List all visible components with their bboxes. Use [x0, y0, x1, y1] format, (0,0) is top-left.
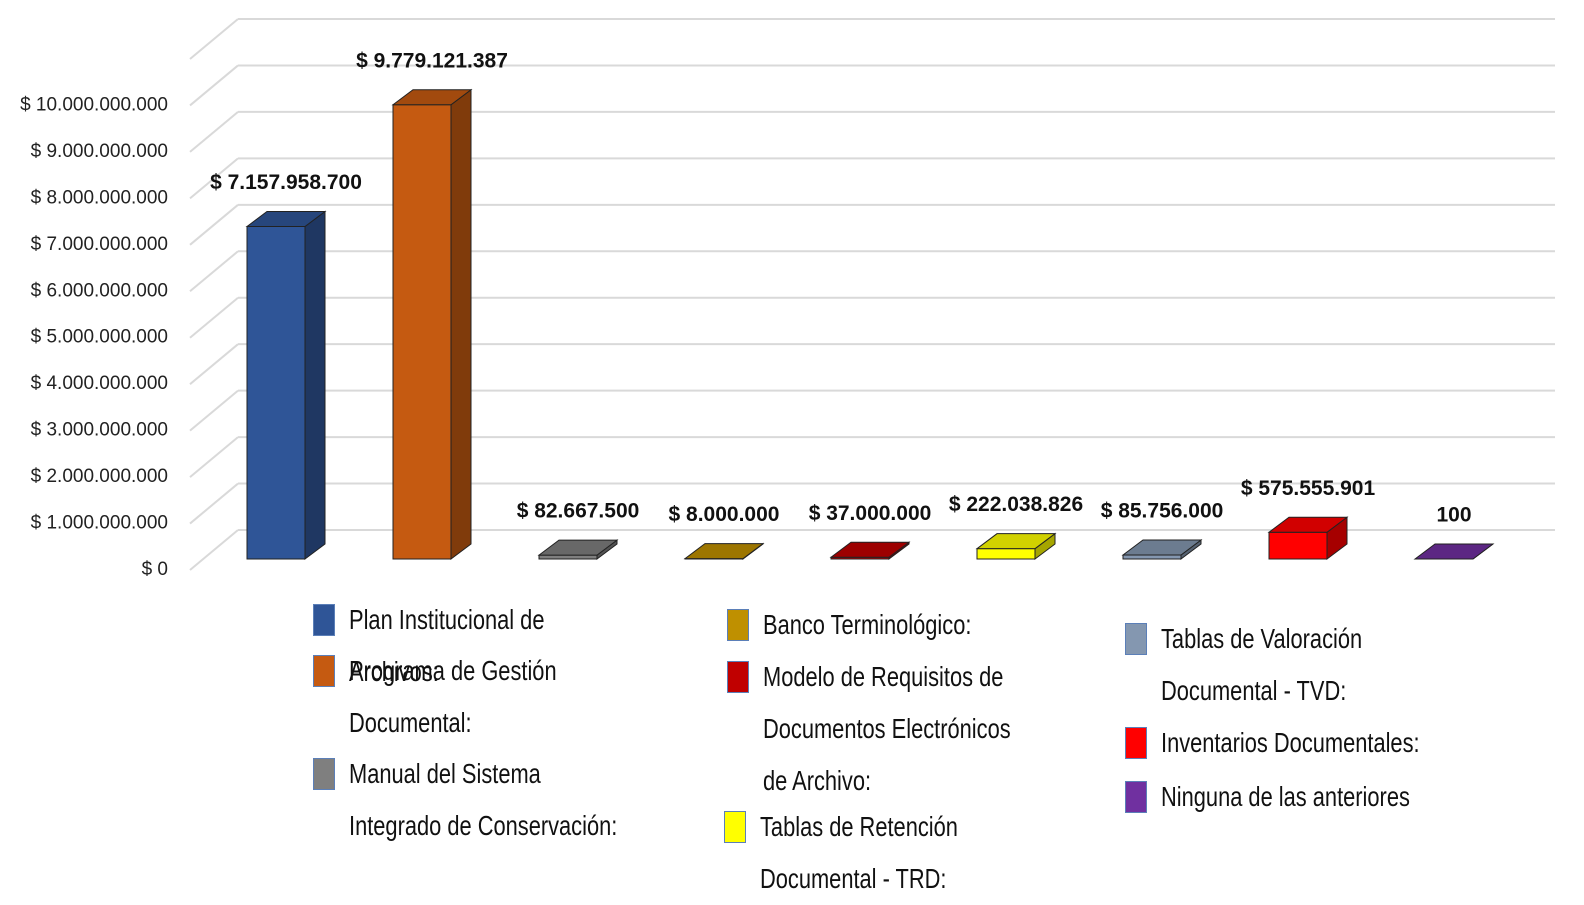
legend-item: Ninguna de las anteriores: [1125, 797, 1147, 813]
legend-swatch: [727, 661, 749, 693]
value-label: $ 37.000.000: [809, 502, 932, 525]
y-tick-label: $ 2.000.000.000: [31, 466, 168, 487]
grid-line: [190, 112, 238, 152]
grid-line: [190, 530, 238, 570]
legend-swatch: [1125, 781, 1147, 813]
bar-side: [305, 211, 325, 559]
grid-line: [190, 205, 238, 245]
bar-side: [451, 90, 471, 559]
grid-line: [190, 65, 238, 105]
y-tick-label: $ 0: [142, 559, 168, 580]
y-tick-label: $ 10.000.000.000: [20, 94, 168, 115]
grid-line: [190, 484, 238, 524]
y-tick-label: $ 7.000.000.000: [31, 234, 168, 255]
legend-label: Modelo de Requisitos de Documentos Elect…: [763, 651, 1023, 807]
value-label: $ 222.038.826: [949, 493, 1083, 516]
legend-label: Tablas de Retención Documental - TRD:: [760, 801, 1020, 905]
grid-line: [190, 437, 238, 477]
bar: [247, 226, 305, 559]
value-label: 100: [1436, 504, 1471, 527]
value-label: $ 82.667.500: [517, 500, 640, 523]
value-label: $ 9.779.121.387: [356, 49, 508, 72]
legend-label: Tablas de Valoración Documental - TVD:: [1161, 613, 1411, 717]
bar: [539, 555, 597, 559]
y-tick-label: $ 6.000.000.000: [31, 280, 168, 301]
legend-swatch: [1125, 623, 1147, 655]
value-label: $ 8.000.000: [669, 503, 780, 526]
legend-swatch: [313, 655, 335, 687]
legend-swatch: [1125, 727, 1147, 759]
legend-swatch: [313, 758, 335, 790]
legend-item: Tablas de Retención Documental - TRD:: [724, 827, 746, 843]
legend-label: Ninguna de las anteriores: [1161, 771, 1481, 823]
bar: [393, 105, 451, 559]
grid-line: [190, 19, 238, 59]
bar-top: [1415, 544, 1493, 559]
y-tick-label: $ 5.000.000.000: [31, 327, 168, 348]
legend-item: Plan Institucional de Archivos:: [313, 620, 335, 636]
legend-swatch: [313, 604, 335, 636]
legend-label: Programa de Gestión Documental:: [349, 645, 619, 749]
y-tick-label: $ 8.000.000.000: [31, 187, 168, 208]
grid-line: [190, 298, 238, 338]
grid-line: [190, 251, 238, 291]
bar-top: [685, 544, 763, 559]
value-label: $ 85.756.000: [1101, 500, 1224, 523]
value-label: $ 575.555.901: [1241, 477, 1376, 500]
grid-line: [190, 391, 238, 431]
bar: [977, 549, 1035, 559]
legend-item: Modelo de Requisitos de Documentos Elect…: [727, 677, 749, 693]
legend-label: Inventarios Documentales:: [1161, 717, 1481, 769]
legend-swatch: [724, 811, 746, 843]
grid-line: [190, 344, 238, 384]
legend-swatch: [727, 609, 749, 641]
bar: [1269, 532, 1327, 559]
y-tick-label: $ 3.000.000.000: [31, 420, 168, 441]
legend-item: Inventarios Documentales:: [1125, 743, 1147, 759]
legend-label: Manual del Sistema Integrado de Conserva…: [349, 748, 619, 852]
bar: [1123, 555, 1181, 559]
legend-item: Banco Terminológico:: [727, 625, 749, 641]
bar-top: [831, 542, 909, 557]
legend-item: Manual del Sistema Integrado de Conserva…: [313, 774, 335, 790]
legend-item: Tablas de Valoración Documental - TVD:: [1125, 639, 1147, 655]
value-label: $ 7.157.958.700: [210, 171, 362, 194]
y-tick-label: $ 9.000.000.000: [31, 141, 168, 162]
legend-label: Banco Terminológico:: [763, 599, 1023, 651]
y-tick-label: $ 1.000.000.000: [31, 513, 168, 534]
y-tick-label: $ 4.000.000.000: [31, 373, 168, 394]
legend-item: Programa de Gestión Documental:: [313, 671, 335, 687]
